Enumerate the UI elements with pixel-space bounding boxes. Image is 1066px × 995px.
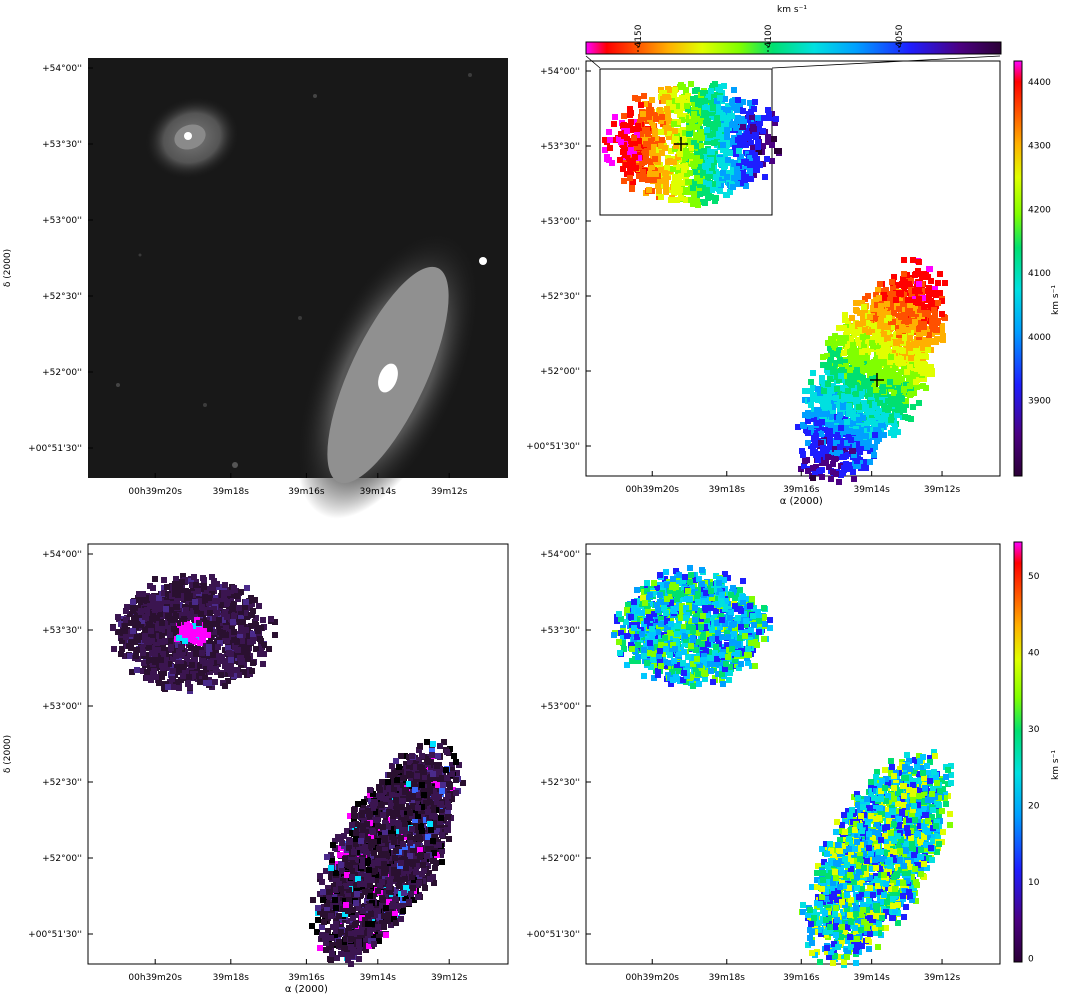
velocity-colorbar-tick: 4400 bbox=[1028, 78, 1051, 88]
top-right-dec-tick: +52°00'' bbox=[540, 367, 580, 377]
inset-colorbar-tick: 4100 bbox=[764, 24, 774, 47]
inset-colorbar-unit: km s⁻¹ bbox=[777, 5, 807, 15]
panel-dispersion-map bbox=[585, 543, 1001, 968]
top-left-ra-tick: 39m14s bbox=[360, 487, 397, 497]
bottom-left-dec-tick: +53°30'' bbox=[42, 626, 82, 636]
intensity-blob-south bbox=[309, 739, 466, 967]
bottom-right-dec-tick: +52°00'' bbox=[540, 854, 580, 864]
velocity-colorbar-tick: 4100 bbox=[1028, 269, 1051, 279]
inset-colorbar bbox=[585, 41, 1002, 69]
dispersion-colorbar-tick: 10 bbox=[1028, 878, 1040, 888]
top-right-dec-tick: +54°00'' bbox=[540, 67, 580, 77]
bottom-left-dec-tick: +53°00'' bbox=[42, 702, 82, 712]
inset-colorbar-tick: 4150 bbox=[634, 24, 644, 47]
intensity-blob-north bbox=[110, 573, 278, 694]
bottom-right-ra-tick: 39m18s bbox=[709, 973, 746, 983]
bottom-right-dec-tick: +53°30'' bbox=[540, 626, 580, 636]
bottom-left-dec-tick: +52°30'' bbox=[42, 778, 82, 788]
center-cross-north bbox=[674, 137, 688, 151]
center-cross-south bbox=[870, 373, 884, 387]
bottom-right-ra-tick: 39m14s bbox=[853, 973, 890, 983]
top-right-dec-tick: +53°00'' bbox=[540, 217, 580, 227]
panel-velocity-field bbox=[585, 60, 1001, 485]
top-right-ra-tick: 39m14s bbox=[853, 485, 890, 495]
bottom-left-ra-tick: 39m18s bbox=[213, 973, 250, 983]
top-left-ra-tick: 00h39m20s bbox=[128, 487, 182, 497]
dispersion-colorbar-tick: 30 bbox=[1028, 725, 1040, 735]
top-left-dec-tick: +52°00'' bbox=[42, 368, 82, 378]
velocity-blob-north bbox=[602, 81, 782, 208]
bottom-left-dec-tick: +52°00'' bbox=[42, 854, 82, 864]
top-right-dec-tick: +52°30'' bbox=[540, 292, 580, 302]
top-right-dec-tick: +00°51'30'' bbox=[526, 442, 580, 452]
bottom-left-ylabel: δ (2000) bbox=[3, 735, 13, 773]
dispersion-blob-north bbox=[611, 565, 773, 689]
top-left-dec-tick: +00°51'30'' bbox=[28, 444, 82, 454]
velocity-colorbar-tick: 4200 bbox=[1028, 205, 1051, 215]
bottom-left-ra-tick: 00h39m20s bbox=[128, 973, 182, 983]
top-left-ra-tick: 39m12s bbox=[431, 487, 468, 497]
top-right-ra-tick: 00h39m20s bbox=[625, 485, 679, 495]
bottom-left-ra-tick: 39m12s bbox=[431, 973, 468, 983]
bottom-right-ra-tick: 39m12s bbox=[924, 973, 961, 983]
bottom-left-dec-tick: +54°00'' bbox=[42, 550, 82, 560]
inset-colorbar-tick: 4050 bbox=[895, 24, 905, 47]
top-right-xlabel: α (2000) bbox=[780, 496, 823, 507]
dispersion-colorbar-tick: 50 bbox=[1028, 572, 1040, 582]
bottom-right-dec-tick: +52°30'' bbox=[540, 778, 580, 788]
top-left-dec-tick: +54°00'' bbox=[42, 64, 82, 74]
dispersion-colorbar-tick: 40 bbox=[1028, 649, 1040, 659]
top-left-ra-tick: 39m16s bbox=[288, 487, 325, 497]
velocity-colorbar-tick: 4300 bbox=[1028, 142, 1051, 152]
velocity-colorbar-unit: km s⁻¹ bbox=[1051, 285, 1061, 315]
panel-optical-image bbox=[88, 58, 508, 519]
velocity-colorbar bbox=[1013, 60, 1023, 477]
bottom-left-ra-tick: 39m14s bbox=[360, 973, 397, 983]
dispersion-colorbar-tick: 20 bbox=[1028, 802, 1040, 812]
top-left-ylabel: δ (2000) bbox=[3, 249, 13, 287]
dispersion-blob-south bbox=[799, 749, 954, 968]
bottom-left-ra-tick: 39m16s bbox=[288, 973, 325, 983]
bottom-left-xlabel: α (2000) bbox=[285, 984, 328, 995]
velocity-blob-south bbox=[795, 257, 948, 485]
top-left-ra-tick: 39m18s bbox=[213, 487, 250, 497]
panel-intensity-map bbox=[87, 543, 509, 967]
bottom-right-dec-tick: +53°00'' bbox=[540, 702, 580, 712]
top-right-ra-tick: 39m18s bbox=[709, 485, 746, 495]
axis-labels: +54°00'' +53°30'' +53°00'' +52°30'' +52°00''… bbox=[3, 5, 1061, 995]
dispersion-colorbar-tick: 0 bbox=[1028, 955, 1034, 965]
velocity-colorbar-tick: 3900 bbox=[1028, 397, 1051, 407]
top-left-dec-tick: +52°30'' bbox=[42, 292, 82, 302]
bottom-right-dec-tick: +54°00'' bbox=[540, 550, 580, 560]
top-left-dec-tick: +53°30'' bbox=[42, 140, 82, 150]
velocity-colorbar-tick: 4000 bbox=[1028, 333, 1051, 343]
top-right-ra-tick: 39m16s bbox=[783, 485, 820, 495]
bottom-right-ra-tick: 39m16s bbox=[783, 973, 820, 983]
dispersion-colorbar-unit: km s⁻¹ bbox=[1051, 750, 1061, 780]
dispersion-colorbar bbox=[1013, 541, 1023, 963]
top-left-dec-tick: +53°00'' bbox=[42, 216, 82, 226]
bottom-left-dec-tick: +00°51'30'' bbox=[28, 930, 82, 940]
bottom-right-ra-tick: 00h39m20s bbox=[625, 973, 679, 983]
top-right-dec-tick: +53°30'' bbox=[540, 142, 580, 152]
top-right-ra-tick: 39m12s bbox=[924, 485, 961, 495]
bottom-right-dec-tick: +00°51'30'' bbox=[526, 930, 580, 940]
